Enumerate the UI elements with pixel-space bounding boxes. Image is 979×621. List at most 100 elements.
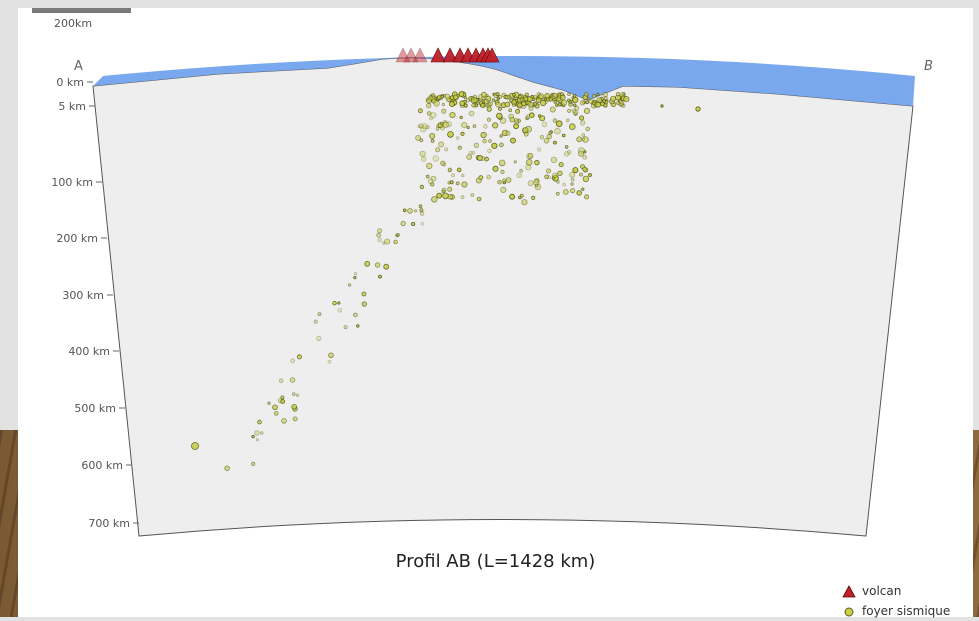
scale-bar xyxy=(32,8,131,13)
earthquake-focus xyxy=(505,94,511,100)
earthquake-focus xyxy=(572,96,579,104)
depth-tick-label: 300 km xyxy=(62,289,104,302)
earthquake-focus xyxy=(476,196,482,202)
depth-tick-label: 5 km xyxy=(58,100,86,113)
earthquake-focus xyxy=(251,461,256,466)
earthquake-focus xyxy=(576,136,583,143)
earthquake-focus xyxy=(480,131,487,139)
earthquake-focus xyxy=(539,115,546,122)
earthquake-focus xyxy=(492,122,499,129)
earthquake-focus xyxy=(461,122,468,129)
earthquake-focus xyxy=(486,106,492,112)
earthquake-focus xyxy=(384,238,391,245)
earthquake-focus xyxy=(551,172,558,179)
earthquake-focus xyxy=(492,165,499,172)
earthquake-focus xyxy=(377,228,383,234)
earthquake-focus xyxy=(573,103,577,107)
earthquake-focus xyxy=(353,275,357,280)
earthquake-focus xyxy=(289,377,296,383)
earthquake-focus xyxy=(544,174,549,180)
earthquake-focus xyxy=(513,160,517,164)
earthquake-focus xyxy=(511,103,516,107)
earthquake-focus xyxy=(471,151,476,155)
earthquake-focus xyxy=(585,100,589,105)
earthquake-focus xyxy=(509,98,514,103)
earthquake-focus xyxy=(546,133,552,140)
earthquake-focus xyxy=(441,189,446,194)
earthquake-foci xyxy=(191,91,701,471)
earthquake-focus xyxy=(419,138,424,143)
earthquake-focus xyxy=(572,167,579,174)
earthquake-focus xyxy=(488,139,492,143)
earthquake-focus xyxy=(488,101,493,107)
earthquake-focus xyxy=(596,92,600,97)
earthquake-focus xyxy=(525,159,533,166)
earthquake-focus xyxy=(623,96,630,103)
earthquake-focus xyxy=(337,308,343,313)
depth-tick-label: 500 km xyxy=(74,402,116,415)
earthquake-focus xyxy=(602,91,608,98)
earthquake-focus xyxy=(562,189,569,195)
earthquake-focus xyxy=(595,101,601,108)
earthquake-focus xyxy=(426,111,432,116)
earthquake-focus xyxy=(429,116,433,121)
earthquake-focus xyxy=(498,107,502,111)
earthquake-focus xyxy=(491,142,498,149)
earthquake-focus xyxy=(483,124,488,129)
earthquake-focus xyxy=(486,174,492,180)
earthquake-focus xyxy=(267,401,271,405)
earthquake-focus xyxy=(436,192,443,199)
earthquake-focus xyxy=(279,378,284,383)
earthquake-focus xyxy=(544,92,550,99)
earthquake-focus xyxy=(430,182,435,187)
legend-volcano-label: volcan xyxy=(862,584,902,598)
earthquake-focus xyxy=(499,142,504,148)
volcano-marker xyxy=(484,47,500,63)
earthquake-focus xyxy=(555,120,563,127)
earthquake-focus xyxy=(449,112,456,119)
earthquake-focus xyxy=(435,147,441,153)
earthquake-focus xyxy=(616,101,620,105)
earthquake-focus xyxy=(430,112,437,119)
volcano-marker xyxy=(412,47,428,63)
earthquake-focus xyxy=(361,301,367,307)
earthquake-focus xyxy=(582,175,590,183)
earthquake-focus xyxy=(429,133,436,140)
earthquake-focus xyxy=(546,168,552,174)
earthquake-focus xyxy=(407,208,413,214)
earthquake-focus xyxy=(459,100,466,106)
earthquake-focus xyxy=(521,199,528,206)
earthquake-focus xyxy=(558,162,564,168)
earthquake-focus xyxy=(572,110,579,116)
earthquake-focus xyxy=(420,221,425,226)
earthquake-focus xyxy=(457,145,462,150)
earthquake-focus xyxy=(567,108,572,113)
earthquake-focus xyxy=(516,172,522,178)
earthquake-focus xyxy=(487,148,492,154)
earthquake-focus xyxy=(505,130,511,136)
earthquake-focus xyxy=(495,101,501,108)
earthquake-focus xyxy=(353,272,358,276)
earthquake-focus xyxy=(430,175,437,182)
earthquake-focus xyxy=(539,134,545,140)
endpoint-b: B xyxy=(924,59,933,74)
earthquake-focus xyxy=(448,101,455,107)
earthquake-focus xyxy=(564,145,569,149)
earthquake-focus xyxy=(313,319,318,324)
depth-tick-label: 0 km xyxy=(56,76,84,89)
earthquake-focus xyxy=(580,120,586,126)
earthquake-focus xyxy=(296,354,302,360)
earthquake-focus xyxy=(440,160,446,166)
earthquake-focus xyxy=(559,94,566,101)
earthquake-focus xyxy=(447,168,452,173)
earthquake-focus xyxy=(568,123,576,130)
earthquake-focus xyxy=(458,91,465,97)
earthquake-focus xyxy=(281,418,287,424)
earthquake-focus xyxy=(191,442,199,450)
legend-quake-label: foyer sismique xyxy=(862,604,951,618)
earthquake-focus xyxy=(553,100,558,104)
earthquake-focus xyxy=(543,138,550,144)
earthquake-focus xyxy=(500,169,505,174)
earthquake-focus xyxy=(450,173,455,178)
earthquake-focus xyxy=(435,127,440,131)
